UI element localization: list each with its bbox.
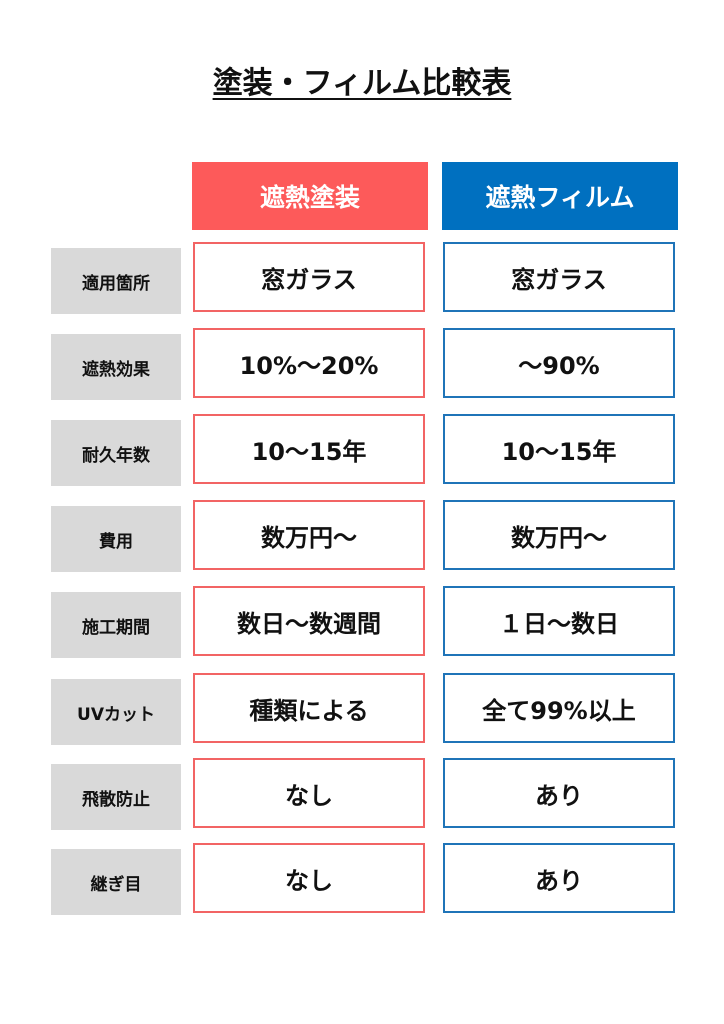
table-row: 遮熱効果 10%〜20% 〜90% <box>0 328 724 402</box>
table-row: 耐久年数 10〜15年 10〜15年 <box>0 414 724 488</box>
paint-cell: なし <box>193 758 425 828</box>
table-row: 継ぎ目 なし あり <box>0 843 724 917</box>
table-row: 施工期間 数日〜数週間 １日〜数日 <box>0 586 724 660</box>
film-cell: あり <box>443 758 675 828</box>
row-label: 費用 <box>51 506 181 572</box>
film-cell: 10〜15年 <box>443 414 675 484</box>
film-cell: 窓ガラス <box>443 242 675 312</box>
film-cell: 数万円〜 <box>443 500 675 570</box>
title-text: 塗装・フィルム比較表 <box>212 66 512 101</box>
paint-cell: 種類による <box>193 673 425 743</box>
row-label: 適用箇所 <box>51 248 181 314</box>
row-label: UVカット <box>51 679 181 745</box>
table-row: UVカット 種類による 全て99%以上 <box>0 673 724 747</box>
column-header-film: 遮熱フィルム <box>442 162 678 230</box>
row-label: 継ぎ目 <box>51 849 181 915</box>
table-row: 適用箇所 窓ガラス 窓ガラス <box>0 242 724 316</box>
column-header-paint: 遮熱塗装 <box>192 162 428 230</box>
film-cell: 全て99%以上 <box>443 673 675 743</box>
film-cell: あり <box>443 843 675 913</box>
paint-cell: 数万円〜 <box>193 500 425 570</box>
paint-cell: 窓ガラス <box>193 242 425 312</box>
paint-cell: 10%〜20% <box>193 328 425 398</box>
paint-cell: 10〜15年 <box>193 414 425 484</box>
row-label: 耐久年数 <box>51 420 181 486</box>
film-cell: １日〜数日 <box>443 586 675 656</box>
page-title: 塗装・フィルム比較表 <box>0 58 724 102</box>
table-row: 費用 数万円〜 数万円〜 <box>0 500 724 574</box>
paint-cell: 数日〜数週間 <box>193 586 425 656</box>
row-label: 遮熱効果 <box>51 334 181 400</box>
table-row: 飛散防止 なし あり <box>0 758 724 832</box>
row-label: 施工期間 <box>51 592 181 658</box>
film-cell: 〜90% <box>443 328 675 398</box>
paint-cell: なし <box>193 843 425 913</box>
row-label: 飛散防止 <box>51 764 181 830</box>
